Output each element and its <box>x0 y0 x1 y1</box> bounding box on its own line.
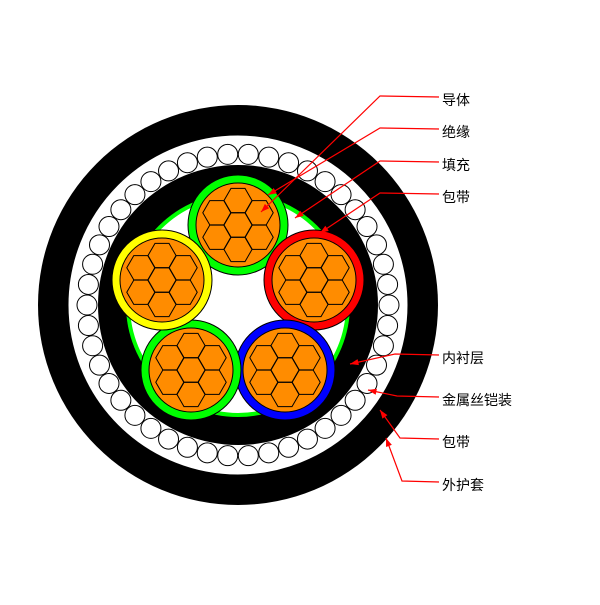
cable-layer-label: 绝缘 <box>442 122 470 142</box>
cable-layer-label: 内衬层 <box>442 348 484 368</box>
cable-layer-label: 金属丝铠装 <box>442 390 512 410</box>
cable-svg <box>0 0 600 600</box>
cable-layer-label: 外护套 <box>442 475 484 495</box>
cable-layer-label: 包带 <box>442 432 470 452</box>
cable-layer-label: 包带 <box>442 187 470 207</box>
cable-layer-label: 填充 <box>442 155 470 175</box>
cable-cross-section-diagram: 导体绝缘填充包带内衬层金属丝铠装包带外护套 <box>0 0 600 600</box>
cable-layer-label: 导体 <box>442 90 470 110</box>
